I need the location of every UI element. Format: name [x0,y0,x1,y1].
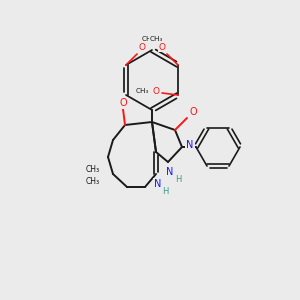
Text: N: N [186,140,194,150]
Text: O: O [189,107,197,117]
Text: CH₃: CH₃ [86,164,100,173]
Text: CH₃: CH₃ [135,88,149,94]
Text: CH₃: CH₃ [86,178,100,187]
Text: H: H [175,176,181,184]
Text: N: N [166,167,174,177]
Text: CH₃: CH₃ [141,36,155,42]
Text: H: H [162,188,168,196]
Text: N: N [154,179,162,189]
Text: O: O [152,86,160,95]
Text: O: O [158,43,166,52]
Text: CH₃: CH₃ [149,36,163,42]
Text: O: O [119,98,127,108]
Text: O: O [139,43,145,52]
